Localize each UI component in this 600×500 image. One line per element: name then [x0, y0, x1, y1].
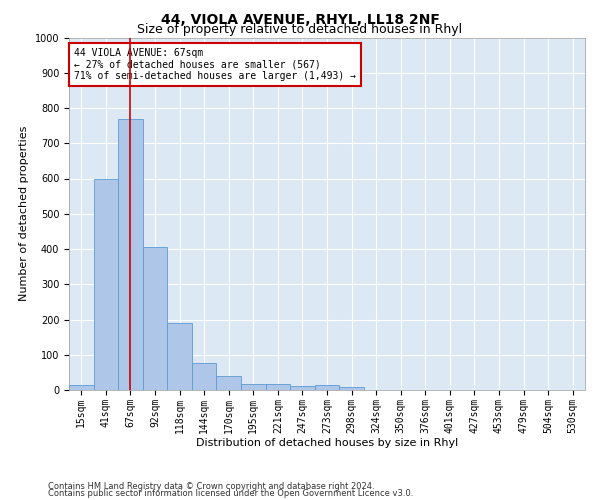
Text: Size of property relative to detached houses in Rhyl: Size of property relative to detached ho…: [137, 22, 463, 36]
Bar: [290, 386, 315, 390]
Bar: [241, 384, 266, 390]
Text: 44, VIOLA AVENUE, RHYL, LL18 2NF: 44, VIOLA AVENUE, RHYL, LL18 2NF: [161, 12, 439, 26]
Bar: [118, 118, 143, 390]
Bar: [266, 384, 290, 390]
Bar: [94, 178, 118, 390]
Text: Contains public sector information licensed under the Open Government Licence v3: Contains public sector information licen…: [48, 489, 413, 498]
Bar: [217, 376, 241, 390]
Text: 44 VIOLA AVENUE: 67sqm
← 27% of detached houses are smaller (567)
71% of semi-de: 44 VIOLA AVENUE: 67sqm ← 27% of detached…: [74, 48, 356, 82]
Bar: [315, 386, 339, 390]
Bar: [69, 384, 94, 390]
Bar: [192, 363, 217, 390]
Y-axis label: Number of detached properties: Number of detached properties: [19, 126, 29, 302]
Bar: [339, 387, 364, 390]
Bar: [143, 247, 167, 390]
Text: Contains HM Land Registry data © Crown copyright and database right 2024.: Contains HM Land Registry data © Crown c…: [48, 482, 374, 491]
Bar: [167, 323, 192, 390]
X-axis label: Distribution of detached houses by size in Rhyl: Distribution of detached houses by size …: [196, 438, 458, 448]
